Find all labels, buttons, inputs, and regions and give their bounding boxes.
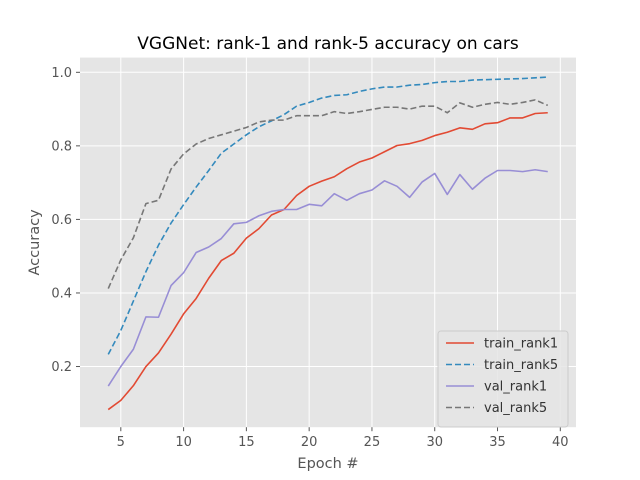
series-line-train-rank1 xyxy=(107,111,548,411)
legend-label-train-rank5: train_rank5 xyxy=(484,358,558,373)
y-axis-ticks: 0.2 0.4 0.6 0.8 1.0 xyxy=(51,66,80,375)
legend: train_rank1 train_rank5 val_rank1 val_rank5 xyxy=(437,330,569,428)
x-tick-label: 35 xyxy=(489,435,506,450)
legend-label-train-rank1: train_rank1 xyxy=(484,337,558,352)
y-tick-label: 1.0 xyxy=(51,66,72,81)
grid xyxy=(80,57,576,428)
x-tick-label: 5 xyxy=(117,435,125,450)
x-axis-label: Epoch # xyxy=(297,456,358,472)
legend-label-val-rank5: val_rank5 xyxy=(484,401,547,416)
x-tick-label: 20 xyxy=(301,435,318,450)
chart-title: VGGNet: rank-1 and rank-5 accuracy on ca… xyxy=(137,34,519,54)
legend-label-val-rank1: val_rank1 xyxy=(484,380,547,395)
y-tick-label: 0.6 xyxy=(51,213,72,228)
y-axis-label: Accuracy xyxy=(27,209,43,276)
y-tick-label: 0.8 xyxy=(51,139,72,154)
x-tick-label: 40 xyxy=(552,435,569,450)
legend-box xyxy=(437,330,569,428)
x-tick-label: 25 xyxy=(364,435,381,450)
x-axis-ticks: 5 10 15 20 25 30 35 40 xyxy=(117,427,569,450)
series-line-train-rank5 xyxy=(107,76,548,355)
y-tick-label: 0.2 xyxy=(51,360,72,375)
series-lines xyxy=(107,76,549,411)
series-line-val-rank1 xyxy=(107,168,548,387)
x-tick-label: 30 xyxy=(426,435,443,450)
x-tick-label: 10 xyxy=(175,435,192,450)
x-tick-label: 15 xyxy=(238,435,255,450)
series-line-val-rank5 xyxy=(107,99,549,289)
y-tick-label: 0.4 xyxy=(51,286,72,301)
